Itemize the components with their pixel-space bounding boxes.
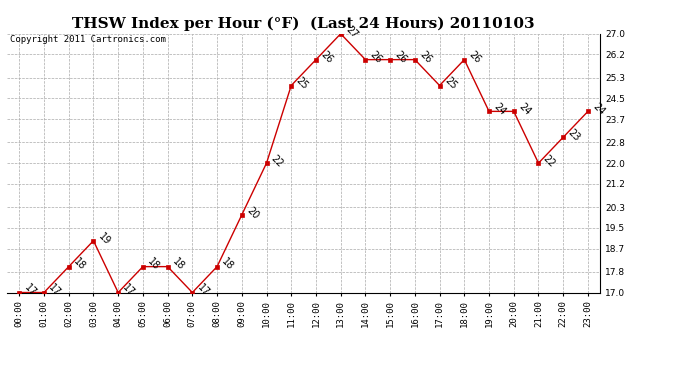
Text: 24: 24	[517, 102, 533, 117]
Text: 18: 18	[170, 257, 186, 273]
Text: 25: 25	[294, 76, 310, 92]
Text: 26: 26	[393, 50, 408, 66]
Text: 24: 24	[591, 102, 607, 117]
Text: 24: 24	[492, 102, 508, 117]
Text: 17: 17	[47, 283, 63, 298]
Text: 26: 26	[467, 50, 483, 66]
Text: Copyright 2011 Cartronics.com: Copyright 2011 Cartronics.com	[10, 35, 166, 44]
Text: 17: 17	[22, 283, 38, 298]
Text: 26: 26	[417, 50, 433, 66]
Text: 25: 25	[442, 76, 458, 92]
Text: 19: 19	[96, 231, 112, 247]
Text: 18: 18	[220, 257, 235, 273]
Text: 17: 17	[195, 283, 211, 298]
Text: 23: 23	[566, 128, 582, 143]
Text: 26: 26	[319, 50, 335, 66]
Text: 17: 17	[121, 283, 137, 298]
Text: 20: 20	[244, 205, 260, 221]
Text: 22: 22	[269, 153, 285, 169]
Text: 27: 27	[344, 24, 359, 40]
Text: 26: 26	[368, 50, 384, 66]
Text: 18: 18	[146, 257, 161, 273]
Text: 18: 18	[72, 257, 87, 273]
Title: THSW Index per Hour (°F)  (Last 24 Hours) 20110103: THSW Index per Hour (°F) (Last 24 Hours)…	[72, 17, 535, 31]
Text: 22: 22	[541, 153, 558, 169]
